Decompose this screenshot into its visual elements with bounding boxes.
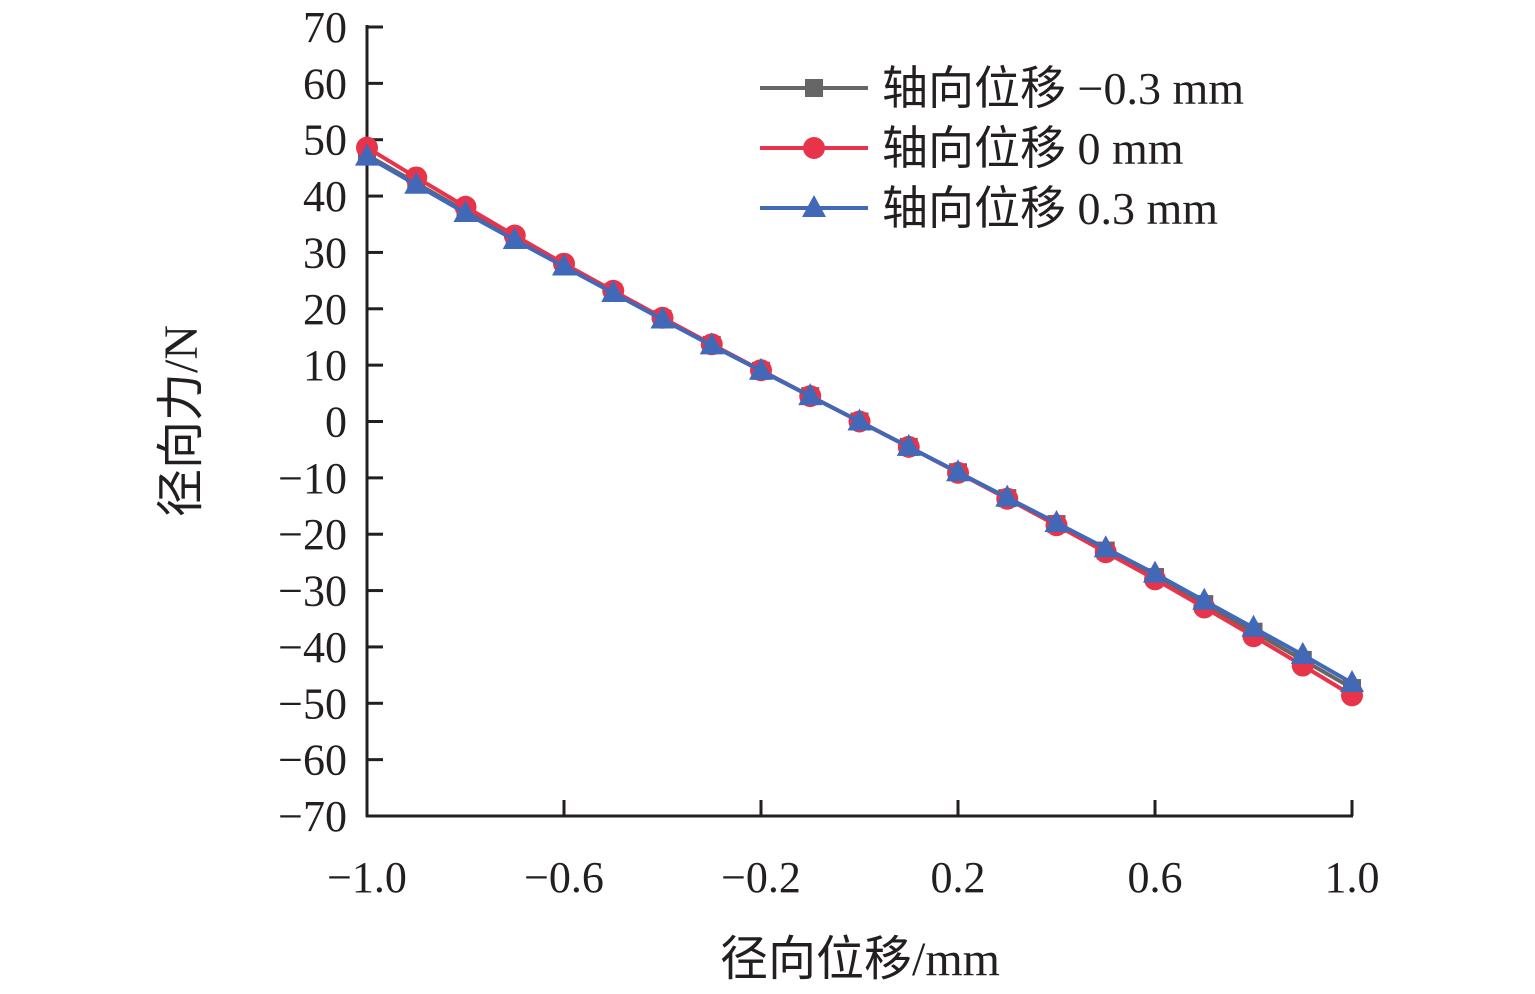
y-tick-label: 30 <box>303 228 347 277</box>
legend-item: 轴向位移 −0.3 mm <box>760 63 1244 114</box>
triangle-marker <box>453 199 478 222</box>
y-tick-label: 50 <box>303 116 347 165</box>
y-tick-label: −20 <box>278 510 347 559</box>
triangle-marker <box>355 143 379 166</box>
triangle-marker <box>1192 587 1217 610</box>
legend-label: 轴向位移 −0.3 mm <box>882 63 1244 114</box>
x-tick-label: −1.0 <box>327 853 407 902</box>
series-triangle <box>355 143 1364 692</box>
triangle-marker <box>601 280 626 303</box>
y-tick-label: −10 <box>278 454 347 503</box>
square-marker <box>805 79 823 97</box>
triangle-marker <box>699 332 724 355</box>
triangle-marker <box>1093 535 1118 558</box>
y-tick-label: −60 <box>278 736 347 785</box>
triangle-marker <box>1044 509 1069 532</box>
y-tick-label: 40 <box>303 172 347 221</box>
y-tick-label: 10 <box>303 341 347 390</box>
triangle-marker <box>1143 560 1167 583</box>
triangle-marker <box>1340 669 1364 692</box>
y-tick-label: 70 <box>303 3 347 52</box>
triangle-marker <box>404 171 429 194</box>
triangle-marker <box>798 383 823 406</box>
y-axis-label: 径向力/N <box>155 325 208 517</box>
y-tick-label: −40 <box>278 623 347 672</box>
legend-label: 轴向位移 0 mm <box>882 123 1184 174</box>
y-tick-label: 60 <box>303 59 347 108</box>
triangle-marker <box>946 459 970 482</box>
triangle-marker <box>1290 641 1315 664</box>
triangle-marker <box>896 433 921 456</box>
series-layer <box>355 136 1364 707</box>
x-tick-label: 0.2 <box>931 853 986 902</box>
y-tick-label: −50 <box>278 679 347 728</box>
x-tick-label: 0.6 <box>1128 853 1183 902</box>
legend-item: 轴向位移 0 mm <box>760 123 1184 174</box>
triangle-marker <box>749 357 773 380</box>
axes: 70 60 50 40 30 20 10 0 −10 −20 −30 −40 −50 −60 −70 −1.0… <box>278 3 1379 902</box>
triangle-marker <box>995 484 1020 507</box>
y-tick-label: 0 <box>325 398 347 447</box>
triangle-marker <box>1241 614 1266 637</box>
x-tick-label: −0.6 <box>524 853 604 902</box>
circle-marker <box>803 137 825 159</box>
legend-item: 轴向位移 0.3 mm <box>760 183 1218 234</box>
x-axis-label: 径向位移/mm <box>720 933 1000 986</box>
x-tick-label: −0.2 <box>721 853 801 902</box>
triangle-marker <box>847 408 872 431</box>
y-tick-label: 20 <box>303 285 347 334</box>
triangle-marker <box>650 306 675 329</box>
legend-label: 轴向位移 0.3 mm <box>882 183 1218 234</box>
triangle-marker <box>552 253 576 276</box>
y-tick-label: −30 <box>278 567 347 616</box>
x-tick-label: 1.0 <box>1325 853 1380 902</box>
triangle-marker <box>502 227 527 250</box>
triangle-marker <box>802 195 826 217</box>
y-tick-label: −70 <box>278 792 347 841</box>
legend: 轴向位移 −0.3 mm 轴向位移 0 mm 轴向位移 0.3 mm <box>760 63 1244 234</box>
